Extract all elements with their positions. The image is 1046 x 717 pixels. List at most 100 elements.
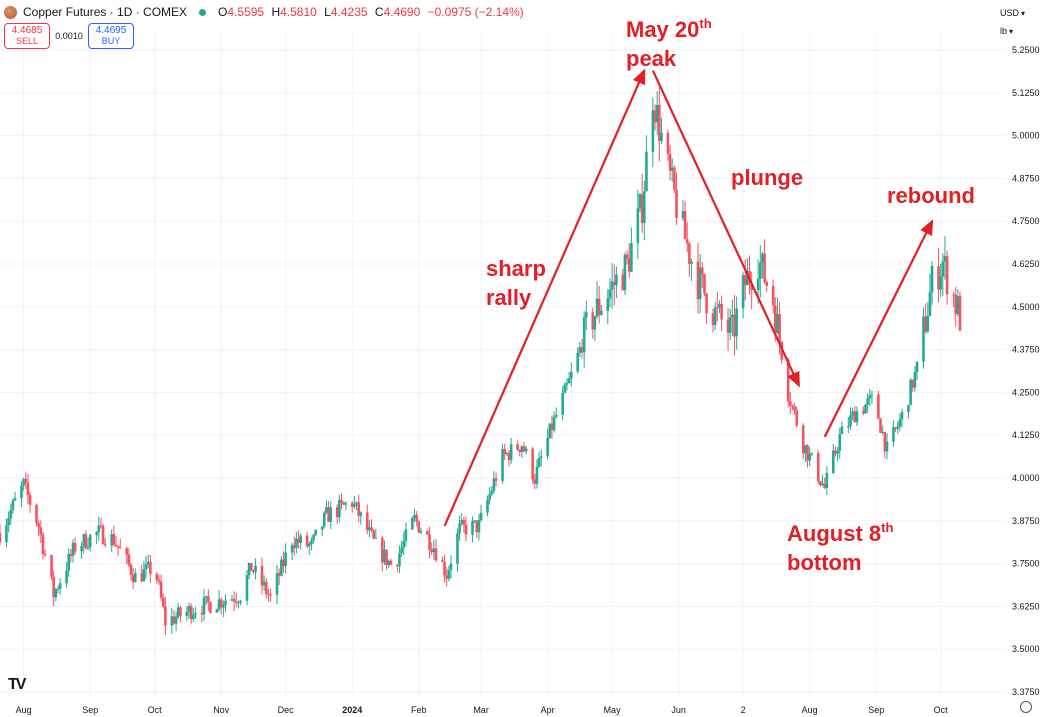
candle-body bbox=[630, 242, 633, 272]
annotation-rally-line2: rally bbox=[486, 285, 532, 310]
candle-body bbox=[161, 597, 165, 607]
candle-body bbox=[539, 456, 543, 459]
candle-body bbox=[131, 575, 135, 583]
annotation-peak-line2: peak bbox=[626, 46, 677, 71]
x-tick-label: Aug bbox=[16, 705, 32, 715]
candle-body bbox=[441, 560, 444, 563]
candle-body bbox=[591, 312, 595, 330]
candle-body bbox=[22, 478, 25, 486]
candle-body bbox=[127, 554, 131, 565]
candle-body bbox=[262, 581, 266, 586]
candle-body bbox=[847, 426, 850, 428]
candle-body bbox=[314, 529, 318, 535]
candle-body bbox=[52, 576, 55, 598]
symbol-title: Copper Futures · 1D · COMEX bbox=[23, 5, 188, 19]
y-tick-label: 5.2500 bbox=[1012, 45, 1040, 55]
candle-body bbox=[952, 294, 955, 296]
candle-body bbox=[387, 560, 391, 566]
candle-body bbox=[142, 569, 146, 582]
annotation-rally-line1: sharp bbox=[486, 256, 546, 281]
candle-body bbox=[320, 526, 324, 530]
annotation-peak-sup: th bbox=[699, 16, 712, 31]
candle-body bbox=[174, 616, 178, 624]
annotation-bottom-line1: August 8 bbox=[787, 521, 882, 546]
candle-body bbox=[675, 189, 678, 219]
candle-body bbox=[849, 415, 852, 427]
candle-body bbox=[939, 276, 942, 290]
candle-body bbox=[157, 579, 161, 582]
candle-body bbox=[159, 581, 163, 598]
candle-body bbox=[7, 518, 10, 526]
y-tick-label: 4.0000 bbox=[1012, 473, 1040, 483]
candle-body bbox=[578, 347, 582, 353]
gear-icon[interactable] bbox=[1020, 701, 1032, 713]
y-tick-label: 3.8750 bbox=[1012, 516, 1040, 526]
x-tick-label: Sep bbox=[868, 705, 884, 715]
trade-buttons: 4.4685 SELL 0.0010 4.4695 BUY bbox=[4, 23, 134, 49]
candle-body bbox=[881, 432, 884, 434]
buy-button[interactable]: 4.4695 BUY bbox=[88, 23, 134, 49]
candle-body bbox=[284, 552, 287, 566]
candle-body bbox=[344, 503, 348, 505]
currency-selector[interactable]: USD ▾ bbox=[1000, 4, 1028, 22]
candle-body bbox=[234, 601, 238, 603]
candle-body bbox=[443, 562, 446, 576]
candle-body bbox=[868, 395, 872, 399]
annotation-peak: May 20th peak bbox=[626, 9, 712, 73]
gridlines bbox=[0, 30, 1005, 696]
candle-body bbox=[37, 523, 40, 528]
candle-body bbox=[791, 405, 794, 407]
candle-body bbox=[230, 599, 234, 601]
candle-body bbox=[402, 540, 406, 548]
market-status-icon bbox=[199, 8, 207, 16]
candle-body bbox=[922, 316, 925, 362]
sell-button[interactable]: 4.4685 SELL bbox=[4, 23, 50, 49]
chevron-down-icon: ▾ bbox=[1021, 9, 1026, 18]
tradingview-logo-icon: TV bbox=[8, 676, 26, 693]
candle-body bbox=[855, 411, 859, 423]
candle-body bbox=[247, 563, 251, 576]
currency-label: USD bbox=[1000, 8, 1020, 18]
candle-body bbox=[5, 525, 8, 543]
candle-body bbox=[928, 292, 932, 316]
candle-body bbox=[941, 261, 945, 277]
open-value: 4.5595 bbox=[227, 5, 265, 19]
candle-body bbox=[490, 490, 494, 495]
candle-body bbox=[804, 445, 807, 454]
candle-body bbox=[741, 275, 745, 309]
candle-body bbox=[398, 553, 401, 567]
candle-body bbox=[537, 458, 541, 467]
candle-body bbox=[505, 453, 509, 455]
candle-body bbox=[685, 239, 689, 244]
candle-body bbox=[458, 523, 461, 534]
spread-value: 0.0010 bbox=[55, 31, 83, 41]
annotation-bottom-line2: bottom bbox=[787, 550, 862, 575]
candle-body bbox=[164, 606, 167, 626]
unit-selector[interactable]: lb ▾ bbox=[1000, 22, 1028, 40]
candle-body bbox=[69, 553, 73, 556]
candle-body bbox=[885, 441, 889, 452]
candle-body bbox=[866, 398, 869, 405]
x-axis: Aug Sep Oct Nov Dec 2024 Feb Mar Apr May Jun 2 Aug Se… bbox=[16, 705, 949, 715]
candle-body bbox=[913, 371, 917, 388]
candle-body bbox=[821, 483, 824, 486]
candle-body bbox=[576, 352, 580, 372]
candle-body bbox=[726, 319, 730, 333]
x-tick-label: Sep bbox=[82, 705, 98, 715]
candle-body bbox=[353, 503, 356, 507]
candle-body bbox=[99, 525, 103, 527]
candle-body bbox=[778, 313, 781, 342]
candle-body bbox=[413, 514, 416, 519]
candle-body bbox=[894, 427, 897, 429]
candle-body bbox=[282, 559, 285, 566]
candle-body bbox=[312, 534, 315, 541]
candle-body bbox=[338, 500, 341, 518]
candle-body bbox=[668, 153, 672, 171]
candle-body bbox=[761, 253, 764, 263]
candle-body bbox=[531, 448, 534, 480]
candle-body bbox=[640, 194, 644, 224]
candle-body bbox=[359, 512, 363, 516]
sell-price: 4.4685 bbox=[11, 25, 43, 36]
candle-body bbox=[101, 525, 105, 545]
